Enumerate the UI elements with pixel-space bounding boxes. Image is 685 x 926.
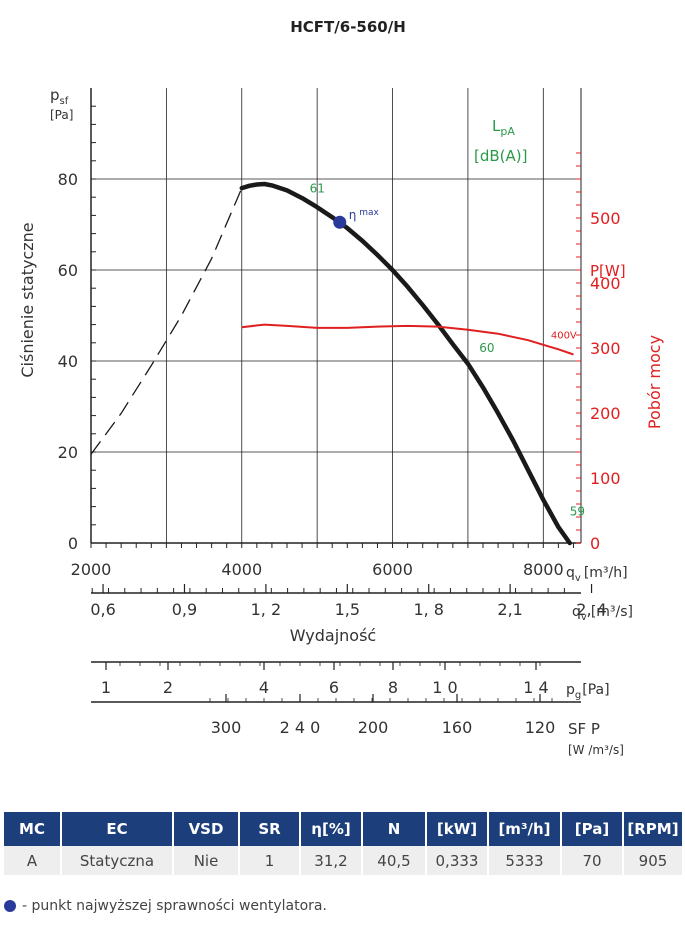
y-tick-label: 20 xyxy=(58,443,78,462)
cell-rpm: 905 xyxy=(623,846,682,875)
sfp-tick-label: 200 xyxy=(358,718,389,737)
header-rpm: [RPM] xyxy=(623,812,682,846)
table-row: A Statyczna Nie 1 31,2 40,5 0,333 5333 7… xyxy=(4,846,682,875)
header-vsd: VSD xyxy=(173,812,240,846)
grid xyxy=(90,88,582,544)
qv-m3s-tick-label: 1, 2 xyxy=(251,600,282,619)
spec-table: MC EC VSD SR η[%] N [kW] [m³/h] [Pa] [RP… xyxy=(4,812,682,875)
y2-tick-label: 100 xyxy=(590,469,621,488)
sfp-tick-label: 2 4 0 xyxy=(280,718,321,737)
header-eta: η[%] xyxy=(300,812,363,846)
cell-mc: A xyxy=(4,846,62,875)
sfp-label: SF P xyxy=(568,720,600,738)
y-axis-symbol: psf xyxy=(50,86,69,107)
lpa-unit: [dB(A)] xyxy=(474,147,527,165)
pg-tick-label: 6 xyxy=(329,678,339,697)
x-unit-main: qv [m³/h] xyxy=(566,565,628,584)
pg-tick-label: 8 xyxy=(388,678,398,697)
cell-m3h: 5333 xyxy=(488,846,562,875)
qv-m3s-tick-label: 0,9 xyxy=(172,600,197,619)
power-curve-label: 400V xyxy=(551,330,577,341)
header-kw: [kW] xyxy=(426,812,489,846)
cell-pa: 70 xyxy=(561,846,624,875)
legend-note: - punkt najwyższej sprawności wentylator… xyxy=(4,898,327,914)
ticks: 0 20 40 60 80 0 100 200 300 400 500 2000 4000 6000 800… xyxy=(58,105,621,737)
series-unstable xyxy=(90,187,243,455)
y-tick-label: 40 xyxy=(58,352,78,371)
lpa-value-label: 59 xyxy=(570,505,585,519)
eta-max-legend-dot xyxy=(4,900,16,912)
y2-axis-title: Pobór mocy xyxy=(645,335,664,429)
sfp-unit: [W /m³/s] xyxy=(568,743,624,757)
sfp-tick-label: 160 xyxy=(442,718,473,737)
y2-tick-label: 200 xyxy=(590,404,621,423)
pg-tick-label: 1 0 xyxy=(432,678,457,697)
header-m3h: [m³/h] xyxy=(488,812,562,846)
legend-note-text: - punkt najwyższej sprawności wentylator… xyxy=(22,898,327,914)
lpa-value-label: 61 xyxy=(310,182,325,196)
series-characteristic xyxy=(239,181,572,546)
qv-m3s-tick-label: 2, 4 xyxy=(576,600,607,619)
series-layer xyxy=(90,181,574,546)
cell-n: 40,5 xyxy=(362,846,427,875)
fan-chart: HCFT/6-560/H 020406080010020030040050020… xyxy=(18,18,664,757)
series-power-400v xyxy=(241,323,574,356)
x-tick-label: 2000 xyxy=(71,560,112,579)
qv-m3s-tick-label: 2,1 xyxy=(497,600,522,619)
pg-tick-label: 1 4 xyxy=(523,678,548,697)
lpa-label: LpA xyxy=(492,117,515,138)
cell-ec: Statyczna xyxy=(61,846,174,875)
eta-max-label: η max xyxy=(349,208,380,222)
y-axis-unit: [Pa] xyxy=(50,108,73,122)
x-tick-label: 4000 xyxy=(221,560,262,579)
cell-eta: 31,2 xyxy=(300,846,363,875)
cell-kw: 0,333 xyxy=(426,846,489,875)
y-tick-label: 60 xyxy=(58,261,78,280)
header-mc: MC xyxy=(4,812,62,846)
y-tick-label: 0 xyxy=(68,534,78,553)
table-header-row: MC EC VSD SR η[%] N [kW] [m³/h] [Pa] [RP… xyxy=(4,812,682,846)
chart-title: HCFT/6-560/H xyxy=(290,18,406,36)
header-ec: EC xyxy=(61,812,174,846)
header-n: N xyxy=(362,812,427,846)
y2-tick-label: 400 xyxy=(590,274,621,293)
sfp-tick-label: 120 xyxy=(525,718,556,737)
annotations-layer: η max 61 60 59 400V xyxy=(310,182,585,519)
header-sr: SR xyxy=(239,812,301,846)
y-tick-label: 80 xyxy=(58,170,78,189)
y2-tick-label: 300 xyxy=(590,339,621,358)
pg-tick-label: 1 xyxy=(101,678,111,697)
sfp-tick-label: 300 xyxy=(211,718,242,737)
pg-tick-label: 2 xyxy=(163,678,173,697)
x-tick-label: 6000 xyxy=(372,560,413,579)
qv-m3s-tick-label: 1, 8 xyxy=(413,600,444,619)
x-unit-secondary: qv [m³/s] xyxy=(572,604,633,623)
y2-tick-label: 500 xyxy=(590,209,621,228)
eta-max-point xyxy=(333,215,347,229)
cell-vsd: Nie xyxy=(173,846,240,875)
y2-tick-label: 0 xyxy=(590,534,600,553)
pg-tick-label: 4 xyxy=(259,678,269,697)
lpa-value-label: 60 xyxy=(479,341,494,355)
qv-m3s-tick-label: 1,5 xyxy=(335,600,360,619)
qv-m3s-tick-label: 0,6 xyxy=(90,600,115,619)
cell-sr: 1 xyxy=(239,846,301,875)
header-pa: [Pa] xyxy=(561,812,624,846)
x-tick-label: 8000 xyxy=(523,560,564,579)
y-axis-title: Ciśnienie statyczne xyxy=(18,222,37,377)
x-axis-title: Wydajność xyxy=(290,626,376,645)
y2-axis-unit: P[W] xyxy=(590,262,626,280)
pg-label: pg[Pa] xyxy=(566,682,610,701)
